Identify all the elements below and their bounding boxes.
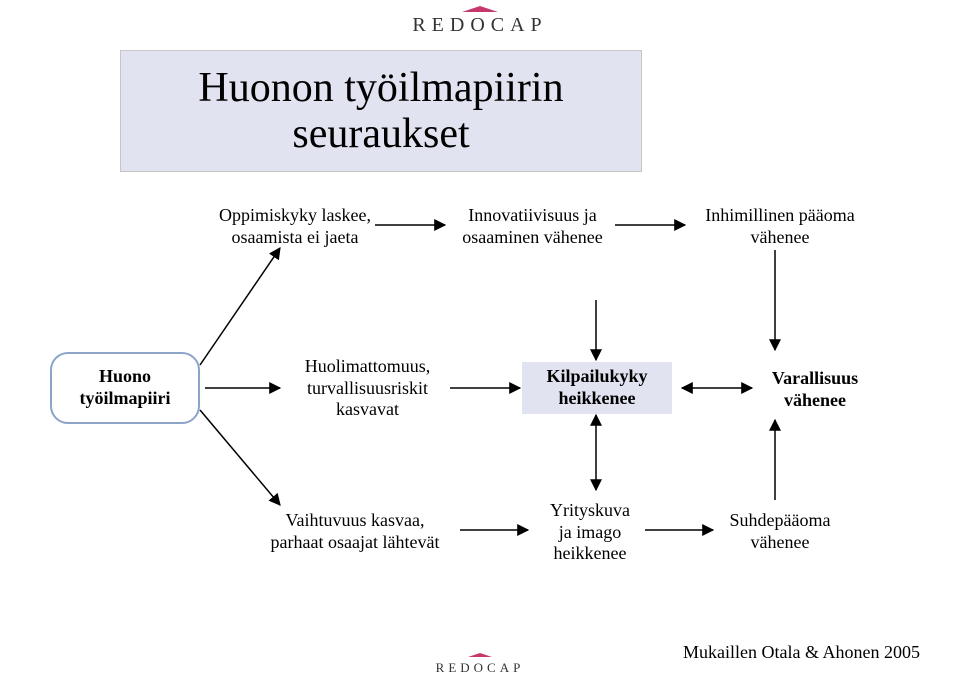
node-left-pill: Huono työilmapiiri [50,352,200,424]
node-mid-band: Kilpailukyky heikkenee [522,362,672,414]
node-mid-right: Varallisuus vähenee [755,368,875,411]
node-mid1: Huolimattomuus, turvallisuusriskit kasva… [285,356,450,421]
title-box: Huonon työilmapiirin seuraukset [120,50,642,172]
title-line2: seuraukset [292,111,469,157]
node-bot3: Suhdepääoma vähenee [715,510,845,553]
node-top3: Inhimillinen pääoma vähenee [690,205,870,248]
logo-top: REDOCAP [0,6,960,37]
node-bot1: Vaihtuvuus kasvaa, parhaat osaajat lähte… [250,510,460,553]
node-bot2: Yrityskuva ja imago heikkenee [540,500,640,565]
logo-word-small: REDOCAP [436,660,525,676]
title-line1: Huonon työilmapiirin [198,65,563,111]
node-top1: Oppimiskyky laskee, osaamista ei jaeta [210,205,380,248]
logo-hat-icon-small [468,653,492,657]
logo-bottom: REDOCAP [0,653,960,677]
logo-word: REDOCAP [412,14,547,37]
slide: REDOCAP Huonon työilmapiirin seuraukset … [0,0,960,681]
arrow-pill-top1 [200,248,280,365]
node-top2: Innovatiivisuus ja osaaminen vähenee [450,205,615,248]
arrow-pill-bot1 [200,410,280,505]
logo-hat-icon [462,6,498,12]
